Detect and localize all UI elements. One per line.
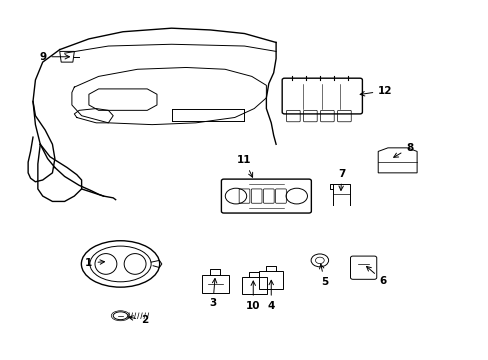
Text: 5: 5 bbox=[319, 264, 327, 287]
Text: 2: 2 bbox=[128, 315, 148, 325]
Text: 11: 11 bbox=[237, 156, 252, 177]
Text: 1: 1 bbox=[85, 258, 104, 268]
Text: 9: 9 bbox=[39, 52, 69, 62]
Text: 4: 4 bbox=[267, 280, 274, 311]
Text: 10: 10 bbox=[245, 281, 260, 311]
Text: 7: 7 bbox=[337, 168, 345, 190]
Text: 8: 8 bbox=[393, 143, 412, 157]
Text: 6: 6 bbox=[366, 266, 386, 286]
Text: 12: 12 bbox=[360, 86, 392, 96]
Text: 3: 3 bbox=[209, 279, 216, 308]
